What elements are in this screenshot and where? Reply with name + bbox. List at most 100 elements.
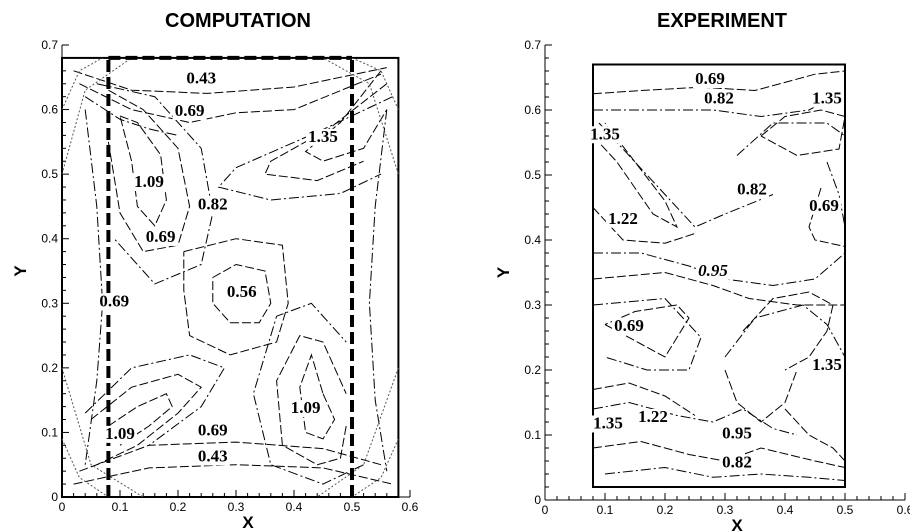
y-tick-label: 0.4 [41,232,58,246]
contour-line [724,304,846,358]
contour-line [322,57,399,175]
experiment-panel: EXPERIMENT 0 0.1 0.2 0.3 0.4 0.5 0.6 0 0.1 0.2 0.3 0… [494,10,910,532]
contour-line [316,367,399,498]
x-tick-label: 0 [59,500,66,514]
y-tick-label: 0.7 [524,38,541,52]
contour-label: 0.69 [614,316,644,335]
contour-line [724,369,798,423]
contour-label: 1.35 [308,127,338,146]
x-tick-label: 0.2 [170,500,187,514]
y-tick-label: 0.5 [41,167,58,181]
contour-label-background [103,425,137,443]
contour-label-background [612,318,646,335]
y-tick-label: 0 [51,490,58,504]
contour-label: 0.82 [704,89,734,108]
contour-label: 0.43 [198,446,228,465]
contour-label: 1.09 [291,398,321,417]
contour-line [90,373,202,466]
contour-label: 0.95 [722,423,752,442]
contour-line [592,401,798,436]
contour-label-background [172,103,207,121]
contour-label-background [693,71,727,88]
contour-line [61,367,144,498]
contour-label: 1.09 [134,172,164,191]
x-tick-label: 0 [542,503,549,517]
contour-line [592,207,696,244]
contour-line [351,57,399,110]
contour-label: 0.82 [722,453,752,472]
contour-line [183,238,289,356]
y-tick-label: 0.3 [41,296,58,310]
x-tick-label: 0.5 [837,503,854,517]
chart-title: COMPUTATION [165,10,311,32]
contour-line [119,115,167,227]
contour-label: 0.43 [186,69,216,88]
contour-label-background [606,210,640,228]
y-tick-label: 0.6 [524,103,541,117]
contour-line [736,122,846,156]
contour-label: 0.69 [809,196,839,215]
contour-label: 1.35 [812,89,842,108]
x-tick-label: 0.1 [597,503,614,517]
contour-line [592,271,845,306]
contour-label-background [143,228,178,246]
contour-label-background [195,196,230,214]
x-tick-label: 0.2 [657,503,674,517]
x-tick-label: 0.6 [402,500,419,514]
contour-line [61,438,109,498]
contour-label-background [636,409,670,426]
contour-line [61,57,132,175]
contour-label-background [288,400,323,418]
y-tick-label: 0.2 [524,363,541,377]
contour-label-background [224,283,259,301]
contour-label-background [702,90,736,108]
contour-label: 0.82 [737,180,767,199]
contour-line [276,335,347,466]
contour-label-background [97,293,132,311]
contour-label-background [735,181,769,199]
contour-line [368,109,388,472]
contour-line [299,353,336,440]
contour-line [217,96,393,201]
x-tick-label: 0.3 [228,500,245,514]
contour-line [784,408,846,462]
y-tick-label: 0.1 [41,425,58,439]
contour-line [79,73,382,124]
chart-title: EXPERIMENT [657,10,787,32]
contour-label-background [195,422,230,440]
contour-label-background [720,454,754,472]
y-tick-label: 0.2 [41,361,58,375]
contour-line [264,83,388,182]
contour-label: 1.35 [812,355,842,374]
contour-line [73,67,387,94]
contour-line [252,302,364,485]
contour-line [604,304,690,358]
contour-line [79,441,382,472]
x-tick-label: 0.4 [286,500,303,514]
contour-label: 1.09 [105,424,135,443]
contour-label: 1.35 [590,124,620,143]
contour-line [212,263,272,324]
contour-line [592,440,846,468]
y-axis-label: Y [11,265,30,277]
contour-line [592,122,679,229]
contour-label-background [720,425,754,443]
contour-line [592,70,846,95]
y-tick-label: 0.5 [524,168,541,182]
contour-label-background [306,128,340,146]
contour-label: 1.22 [608,209,638,228]
contour-label-background [591,415,625,433]
x-tick-label: 0.1 [112,500,129,514]
y-tick-label: 0.3 [524,298,541,312]
contour-line [84,354,226,446]
contour-line [760,109,846,157]
contour-label: 1.35 [593,414,623,433]
contour-line [604,466,846,481]
contour-line [304,70,388,162]
contour-line [742,291,834,371]
y-tick-label: 0.4 [524,233,541,247]
contour-label: 0.69 [695,69,725,88]
contour-label-background [195,448,230,466]
contour-line [108,393,173,446]
